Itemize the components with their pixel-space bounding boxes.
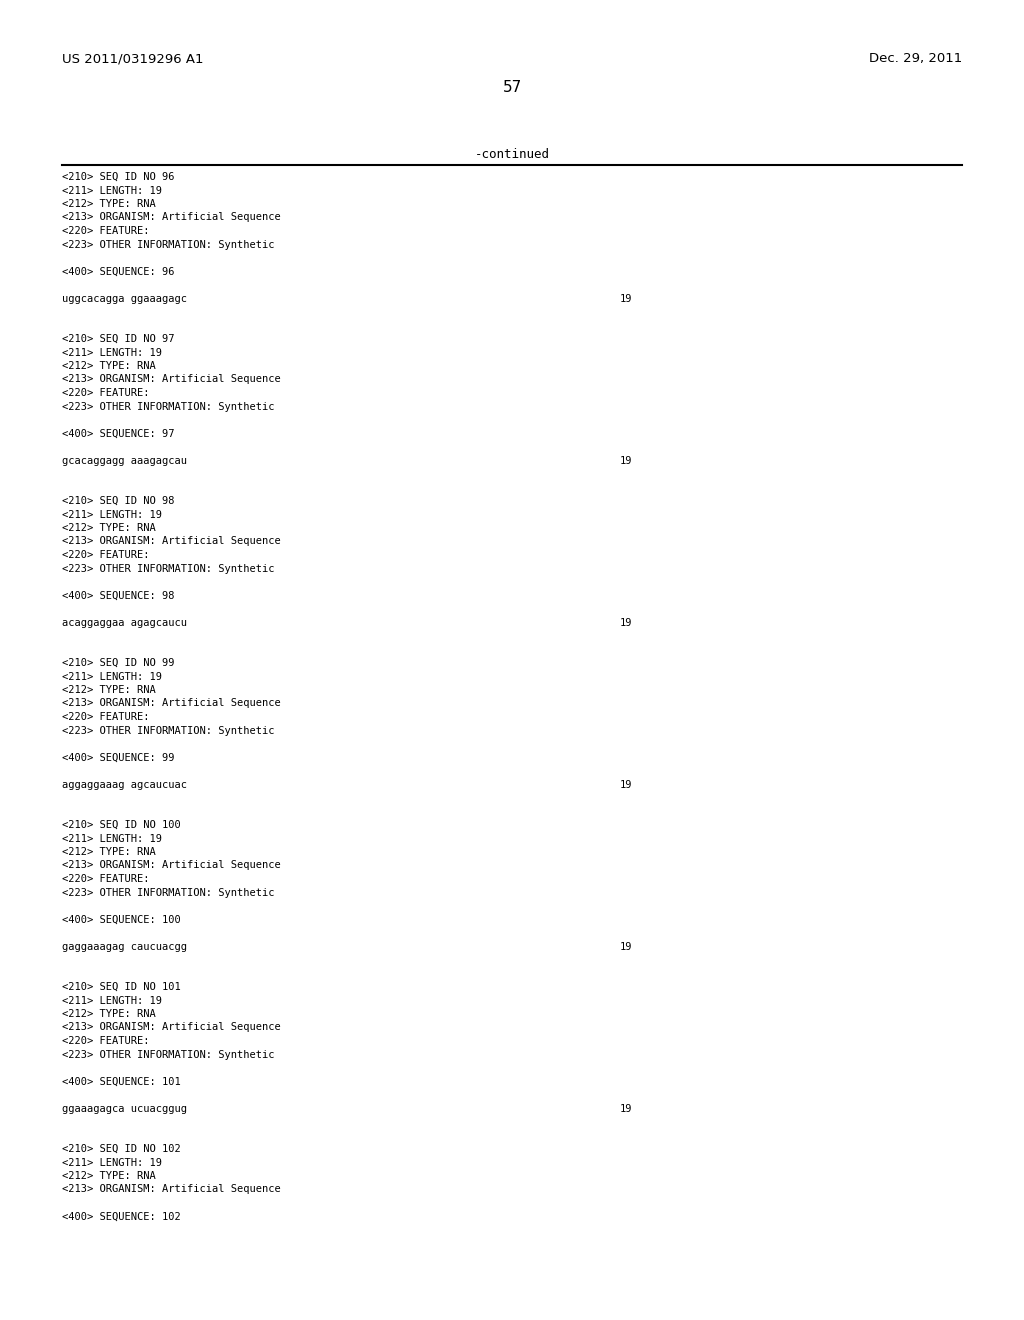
Text: uggcacagga ggaaagagc: uggcacagga ggaaagagc	[62, 293, 187, 304]
Text: <210> SEQ ID NO 96: <210> SEQ ID NO 96	[62, 172, 174, 182]
Text: 19: 19	[620, 293, 633, 304]
Text: <400> SEQUENCE: 98: <400> SEQUENCE: 98	[62, 590, 174, 601]
Text: <400> SEQUENCE: 97: <400> SEQUENCE: 97	[62, 429, 174, 438]
Text: <213> ORGANISM: Artificial Sequence: <213> ORGANISM: Artificial Sequence	[62, 375, 281, 384]
Text: 57: 57	[503, 81, 521, 95]
Text: <210> SEQ ID NO 100: <210> SEQ ID NO 100	[62, 820, 181, 830]
Text: <212> TYPE: RNA: <212> TYPE: RNA	[62, 847, 156, 857]
Text: <212> TYPE: RNA: <212> TYPE: RNA	[62, 1008, 156, 1019]
Text: ggaaagagca ucuacggug: ggaaagagca ucuacggug	[62, 1104, 187, 1114]
Text: <210> SEQ ID NO 97: <210> SEQ ID NO 97	[62, 334, 174, 345]
Text: <223> OTHER INFORMATION: Synthetic: <223> OTHER INFORMATION: Synthetic	[62, 1049, 274, 1060]
Text: <223> OTHER INFORMATION: Synthetic: <223> OTHER INFORMATION: Synthetic	[62, 887, 274, 898]
Text: <220> FEATURE:: <220> FEATURE:	[62, 874, 150, 884]
Text: <211> LENGTH: 19: <211> LENGTH: 19	[62, 995, 162, 1006]
Text: <400> SEQUENCE: 100: <400> SEQUENCE: 100	[62, 915, 181, 924]
Text: <212> TYPE: RNA: <212> TYPE: RNA	[62, 199, 156, 209]
Text: <212> TYPE: RNA: <212> TYPE: RNA	[62, 1171, 156, 1181]
Text: 19: 19	[620, 780, 633, 789]
Text: <223> OTHER INFORMATION: Synthetic: <223> OTHER INFORMATION: Synthetic	[62, 564, 274, 573]
Text: <210> SEQ ID NO 101: <210> SEQ ID NO 101	[62, 982, 181, 993]
Text: <220> FEATURE:: <220> FEATURE:	[62, 711, 150, 722]
Text: <220> FEATURE:: <220> FEATURE:	[62, 1036, 150, 1045]
Text: Dec. 29, 2011: Dec. 29, 2011	[868, 51, 962, 65]
Text: 19: 19	[620, 455, 633, 466]
Text: US 2011/0319296 A1: US 2011/0319296 A1	[62, 51, 204, 65]
Text: <213> ORGANISM: Artificial Sequence: <213> ORGANISM: Artificial Sequence	[62, 213, 281, 223]
Text: <212> TYPE: RNA: <212> TYPE: RNA	[62, 523, 156, 533]
Text: <400> SEQUENCE: 96: <400> SEQUENCE: 96	[62, 267, 174, 276]
Text: 19: 19	[620, 941, 633, 952]
Text: <212> TYPE: RNA: <212> TYPE: RNA	[62, 685, 156, 696]
Text: <223> OTHER INFORMATION: Synthetic: <223> OTHER INFORMATION: Synthetic	[62, 726, 274, 735]
Text: <210> SEQ ID NO 102: <210> SEQ ID NO 102	[62, 1144, 181, 1154]
Text: <400> SEQUENCE: 99: <400> SEQUENCE: 99	[62, 752, 174, 763]
Text: <223> OTHER INFORMATION: Synthetic: <223> OTHER INFORMATION: Synthetic	[62, 239, 274, 249]
Text: <210> SEQ ID NO 98: <210> SEQ ID NO 98	[62, 496, 174, 506]
Text: <211> LENGTH: 19: <211> LENGTH: 19	[62, 186, 162, 195]
Text: <213> ORGANISM: Artificial Sequence: <213> ORGANISM: Artificial Sequence	[62, 861, 281, 870]
Text: acaggaggaa agagcaucu: acaggaggaa agagcaucu	[62, 618, 187, 627]
Text: <212> TYPE: RNA: <212> TYPE: RNA	[62, 360, 156, 371]
Text: <220> FEATURE:: <220> FEATURE:	[62, 226, 150, 236]
Text: <213> ORGANISM: Artificial Sequence: <213> ORGANISM: Artificial Sequence	[62, 698, 281, 709]
Text: <213> ORGANISM: Artificial Sequence: <213> ORGANISM: Artificial Sequence	[62, 536, 281, 546]
Text: -continued: -continued	[474, 148, 550, 161]
Text: <223> OTHER INFORMATION: Synthetic: <223> OTHER INFORMATION: Synthetic	[62, 401, 274, 412]
Text: <211> LENGTH: 19: <211> LENGTH: 19	[62, 1158, 162, 1167]
Text: <211> LENGTH: 19: <211> LENGTH: 19	[62, 347, 162, 358]
Text: <220> FEATURE:: <220> FEATURE:	[62, 550, 150, 560]
Text: <211> LENGTH: 19: <211> LENGTH: 19	[62, 833, 162, 843]
Text: <220> FEATURE:: <220> FEATURE:	[62, 388, 150, 399]
Text: <213> ORGANISM: Artificial Sequence: <213> ORGANISM: Artificial Sequence	[62, 1023, 281, 1032]
Text: <210> SEQ ID NO 99: <210> SEQ ID NO 99	[62, 657, 174, 668]
Text: 19: 19	[620, 618, 633, 627]
Text: aggaggaaag agcaucuac: aggaggaaag agcaucuac	[62, 780, 187, 789]
Text: <213> ORGANISM: Artificial Sequence: <213> ORGANISM: Artificial Sequence	[62, 1184, 281, 1195]
Text: <211> LENGTH: 19: <211> LENGTH: 19	[62, 510, 162, 520]
Text: <211> LENGTH: 19: <211> LENGTH: 19	[62, 672, 162, 681]
Text: gaggaaagag caucuacgg: gaggaaagag caucuacgg	[62, 941, 187, 952]
Text: <400> SEQUENCE: 102: <400> SEQUENCE: 102	[62, 1212, 181, 1221]
Text: <400> SEQUENCE: 101: <400> SEQUENCE: 101	[62, 1077, 181, 1086]
Text: 19: 19	[620, 1104, 633, 1114]
Text: gcacaggagg aaagagcau: gcacaggagg aaagagcau	[62, 455, 187, 466]
